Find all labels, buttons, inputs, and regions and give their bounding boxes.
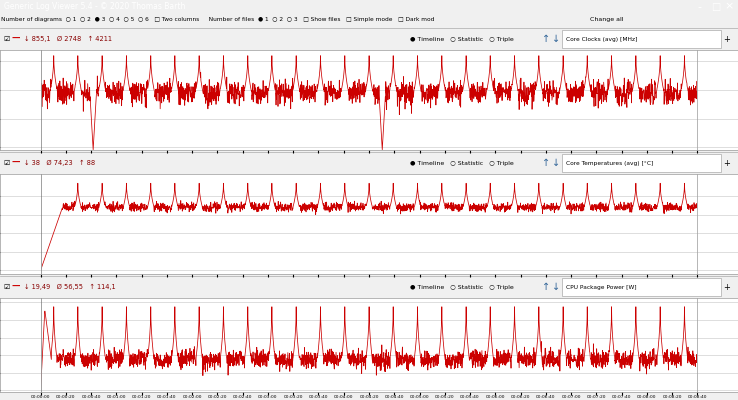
Text: ↑: ↑ <box>542 158 551 168</box>
Text: ↓ 855,1   Ø 2748   ↑ 4211: ↓ 855,1 Ø 2748 ↑ 4211 <box>24 36 112 42</box>
Text: Number of diagrams  ○ 1  ○ 2  ● 3  ○ 4  ○ 5  ○ 6   □ Two columns     Number of f: Number of diagrams ○ 1 ○ 2 ● 3 ○ 4 ○ 5 ○… <box>1 17 435 22</box>
Text: □: □ <box>711 2 720 12</box>
Bar <box>562 154 721 172</box>
Text: ↓: ↓ <box>552 34 560 44</box>
Text: -: - <box>697 2 701 12</box>
Text: Core Temperatures (avg) [°C]: Core Temperatures (avg) [°C] <box>566 160 653 166</box>
Text: Generic Log Viewer 5.4 - © 2020 Thomas Barth: Generic Log Viewer 5.4 - © 2020 Thomas B… <box>4 2 185 11</box>
Text: +: + <box>723 282 730 292</box>
Text: —: — <box>12 282 21 291</box>
Text: ↓ 38   Ø 74,23   ↑ 88: ↓ 38 Ø 74,23 ↑ 88 <box>24 160 95 166</box>
Text: ☑: ☑ <box>3 284 9 290</box>
Text: +: + <box>723 158 730 168</box>
Text: Change all: Change all <box>590 17 624 22</box>
Text: ↓ 19,49   Ø 56,55   ↑ 114,1: ↓ 19,49 Ø 56,55 ↑ 114,1 <box>24 284 116 290</box>
Text: +: + <box>723 34 730 44</box>
Text: ↓: ↓ <box>552 282 560 292</box>
Text: ×: × <box>725 2 734 12</box>
Bar <box>562 278 721 296</box>
Text: ● Timeline   ○ Statistic   ○ Triple: ● Timeline ○ Statistic ○ Triple <box>410 284 514 290</box>
Text: —: — <box>12 158 21 167</box>
Text: ↑: ↑ <box>542 34 551 44</box>
Bar <box>562 30 721 48</box>
Text: Core Clocks (avg) [MHz]: Core Clocks (avg) [MHz] <box>566 36 638 42</box>
Text: ☑: ☑ <box>3 160 9 166</box>
Text: ● Timeline   ○ Statistic   ○ Triple: ● Timeline ○ Statistic ○ Triple <box>410 36 514 42</box>
Text: ↑: ↑ <box>542 282 551 292</box>
Text: ↓: ↓ <box>552 158 560 168</box>
Text: ☑: ☑ <box>3 36 9 42</box>
Text: —: — <box>12 34 21 43</box>
Text: CPU Package Power [W]: CPU Package Power [W] <box>566 284 637 290</box>
Text: ● Timeline   ○ Statistic   ○ Triple: ● Timeline ○ Statistic ○ Triple <box>410 160 514 166</box>
